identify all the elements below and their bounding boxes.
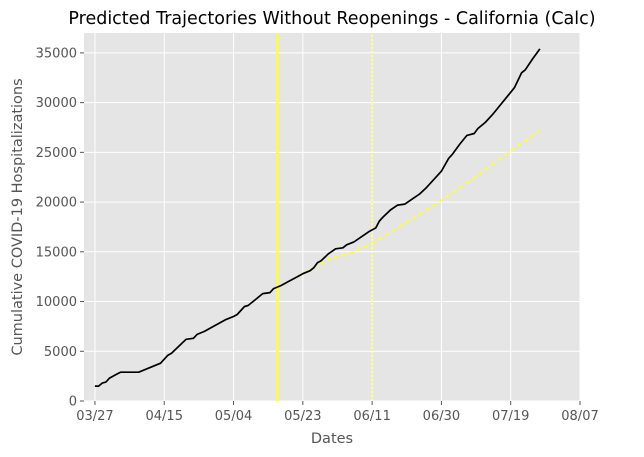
y-tick-label: 35000 xyxy=(36,46,77,61)
predicted-line xyxy=(276,129,541,289)
x-axis-ticks: 03/27 04/15 05/04 05/23 06/11 06/30 07/19 08/07 xyxy=(76,401,599,424)
series-group xyxy=(94,48,541,387)
y-tick-label: 5000 xyxy=(44,345,77,360)
x-tick-label: 07/19 xyxy=(492,409,529,424)
y-tick-label: 25000 xyxy=(36,146,77,161)
x-tick-label: 04/15 xyxy=(146,409,183,424)
y-tick-label: 20000 xyxy=(36,196,77,211)
x-tick-label: 08/07 xyxy=(561,409,598,424)
y-tick-label: 15000 xyxy=(36,245,77,260)
y-tick-label: 10000 xyxy=(36,295,77,310)
reference-lines xyxy=(276,33,373,401)
y-tick-label: 0 xyxy=(69,395,77,410)
plot-area xyxy=(84,33,580,401)
y-axis-ticks: 0 5000 10000 15000 20000 25000 30000 35000 xyxy=(36,46,84,410)
y-tick-label: 30000 xyxy=(36,96,77,111)
x-tick-label: 03/27 xyxy=(76,409,113,424)
x-axis-label: Dates xyxy=(311,431,353,447)
chart-title: Predicted Trajectories Without Reopening… xyxy=(68,9,595,29)
x-tick-label: 06/11 xyxy=(353,409,390,424)
y-axis-label: Cumulative COVID-19 Hospitalizations xyxy=(10,78,26,355)
actual-line xyxy=(94,48,541,387)
x-tick-label: 05/23 xyxy=(284,409,321,424)
x-tick-label: 06/30 xyxy=(423,409,460,424)
x-tick-label: 05/04 xyxy=(215,409,252,424)
